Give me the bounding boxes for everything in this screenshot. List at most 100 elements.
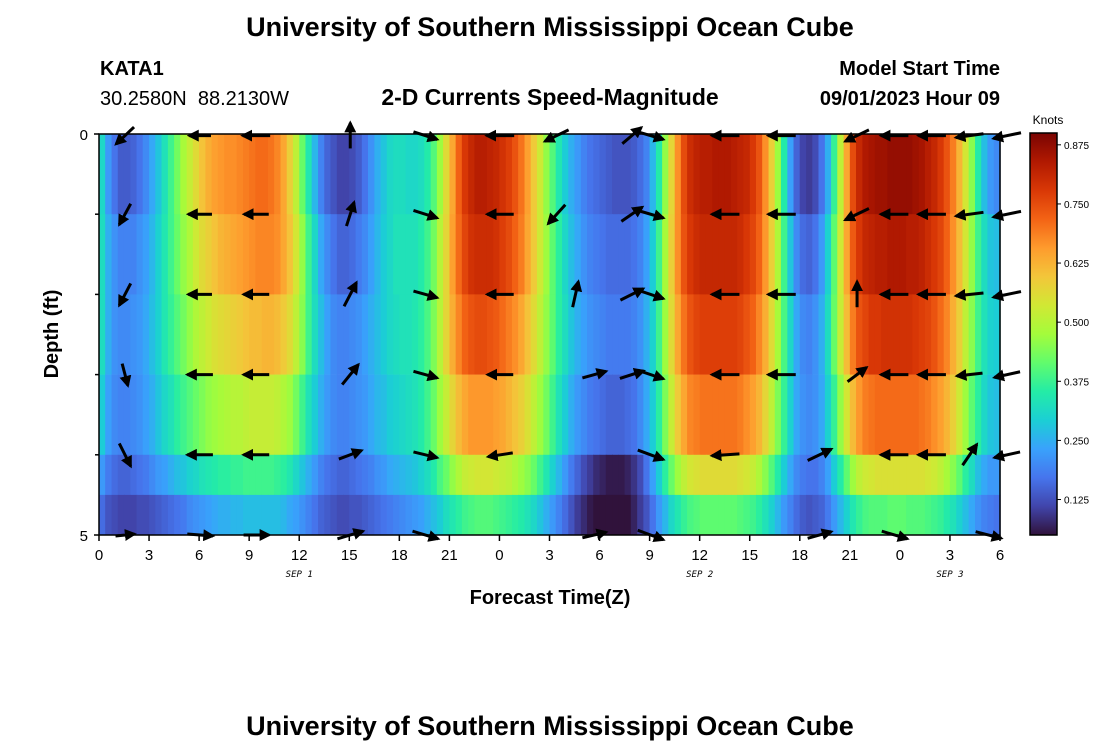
heatmap-cell (524, 454, 532, 496)
heatmap-cell (405, 494, 413, 536)
heatmap-cell (386, 374, 394, 456)
heatmap-cell (893, 454, 901, 496)
heatmap-cell (975, 214, 982, 295)
heatmap-cell (924, 494, 932, 536)
heatmap-cell (536, 374, 544, 456)
heatmap-cell (136, 294, 144, 375)
heatmap-cell (655, 374, 663, 456)
x-tick-label: 0 (495, 547, 503, 564)
heatmap-cell (155, 134, 163, 215)
heatmap-cell (505, 454, 513, 496)
current-vector-arrow (413, 208, 440, 221)
heatmap-cell (956, 374, 964, 456)
heatmap-cell (161, 374, 169, 456)
heatmap-cell (918, 494, 926, 536)
heatmap-cell (649, 294, 657, 375)
heatmap-cell (849, 214, 857, 295)
heatmap-cell (712, 214, 720, 295)
heatmap-cell (937, 294, 945, 375)
heatmap-cell (799, 134, 807, 215)
heatmap-cell (680, 214, 688, 295)
heatmap-cell (868, 494, 876, 536)
heatmap-cell (186, 494, 194, 536)
heatmap-cell (637, 294, 645, 375)
heatmap-cell (649, 134, 657, 215)
heatmap-cell (674, 494, 682, 536)
heatmap-cell (380, 134, 388, 215)
heatmap-cell (587, 294, 594, 375)
heatmap-cell (649, 374, 657, 456)
heatmap-cell (499, 454, 507, 496)
current-vector-arrow (843, 128, 870, 143)
heatmap-cell (843, 134, 851, 215)
heatmap-cell (968, 454, 976, 496)
heatmap-cell (461, 214, 469, 295)
heatmap-cell (280, 214, 288, 295)
heatmap-cell (343, 214, 350, 295)
heatmap-cell (862, 294, 870, 375)
heatmap-cell (818, 214, 826, 295)
heatmap-cell (192, 134, 200, 215)
heatmap-cell (637, 454, 645, 496)
x-tick-label: 6 (195, 547, 203, 564)
heatmap-cell (536, 454, 544, 496)
heatmap-cell (580, 134, 588, 215)
heatmap-cell (737, 214, 745, 295)
heatmap-cell (824, 454, 832, 496)
heatmap-cell (887, 134, 895, 215)
heatmap-cell (330, 134, 338, 215)
heatmap-cell (324, 494, 332, 536)
current-vector-arrow (991, 209, 1022, 221)
heatmap-cell (130, 374, 138, 456)
heatmap-cell (774, 214, 782, 295)
heatmap-cell (837, 454, 845, 496)
heatmap-cell (799, 494, 807, 536)
heatmap-cell (205, 294, 213, 375)
heatmap-cell (286, 494, 294, 536)
heatmap-cell (655, 134, 663, 215)
heatmap-cell (662, 374, 669, 456)
heatmap-cell (142, 374, 150, 456)
heatmap-cell (662, 494, 669, 536)
heatmap-cell (311, 454, 319, 496)
heatmap-cell (743, 214, 751, 295)
heatmap-cell (486, 454, 494, 496)
heatmap-cell (318, 134, 325, 215)
heatmap-cell (856, 454, 863, 496)
heatmap-cell (468, 214, 476, 295)
current-vector-arrow (413, 130, 440, 143)
heatmap-cell (593, 454, 601, 496)
heatmap-cells (99, 134, 1001, 536)
heatmap-cell (186, 374, 194, 456)
heatmap-cell (731, 454, 738, 496)
heatmap-cell (261, 214, 269, 295)
heatmap-cell (987, 214, 995, 295)
heatmap-cell (449, 374, 457, 456)
x-tick-label: 3 (545, 547, 553, 564)
heatmap-cell (918, 214, 926, 295)
heatmap-cell (280, 294, 288, 375)
heatmap-cell (668, 294, 676, 375)
heatmap-cell (655, 494, 663, 536)
heatmap-cell (399, 294, 407, 375)
heatmap-cell (449, 454, 457, 496)
heatmap-cell (286, 214, 294, 295)
heatmap-cell (981, 494, 989, 536)
heatmap-cell (299, 454, 307, 496)
heatmap-cell (687, 214, 694, 295)
heatmap-cell (818, 454, 826, 496)
heatmap-cell (906, 494, 914, 536)
heatmap-cell (355, 134, 363, 215)
heatmap-cell (355, 454, 363, 496)
heatmap-cell (111, 494, 119, 536)
heatmap-cell (806, 134, 813, 215)
heatmap-cell (643, 294, 651, 375)
heatmap-cell (393, 294, 400, 375)
heatmap-cell (587, 134, 594, 215)
heatmap-cell (305, 214, 313, 295)
heatmap-cell (749, 494, 757, 536)
date-label: SEP 2 (686, 570, 713, 580)
heatmap-cell (743, 494, 751, 536)
current-vector-arrow (621, 125, 644, 145)
